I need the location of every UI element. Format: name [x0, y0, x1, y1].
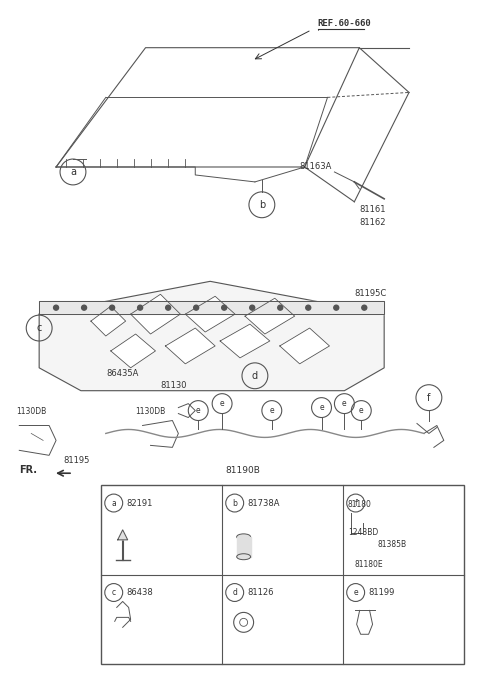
Text: f: f	[354, 498, 357, 508]
Text: 86438: 86438	[127, 588, 154, 597]
Circle shape	[138, 305, 143, 310]
Text: FR.: FR.	[19, 465, 37, 475]
Text: 81180E: 81180E	[355, 560, 384, 569]
Polygon shape	[237, 537, 251, 557]
Text: e: e	[220, 399, 225, 408]
Text: 81162: 81162	[360, 218, 386, 226]
Polygon shape	[280, 328, 329, 364]
Polygon shape	[91, 306, 126, 336]
Polygon shape	[111, 334, 156, 368]
Circle shape	[222, 305, 227, 310]
Text: 81190B: 81190B	[225, 466, 260, 475]
Text: b: b	[232, 498, 237, 508]
Text: e: e	[319, 403, 324, 412]
Text: d: d	[232, 588, 237, 597]
Text: e: e	[196, 406, 201, 415]
Text: 81130: 81130	[160, 381, 187, 389]
Circle shape	[278, 305, 283, 310]
Polygon shape	[39, 301, 384, 314]
Text: c: c	[36, 323, 42, 333]
Circle shape	[166, 305, 170, 310]
Circle shape	[334, 305, 339, 310]
Text: 82191: 82191	[127, 498, 153, 508]
Polygon shape	[245, 298, 295, 334]
Circle shape	[306, 305, 311, 310]
Circle shape	[54, 305, 59, 310]
Ellipse shape	[237, 534, 251, 540]
Polygon shape	[166, 328, 215, 364]
Text: d: d	[252, 370, 258, 381]
Polygon shape	[220, 324, 270, 358]
Text: e: e	[359, 406, 364, 415]
Text: 81195C: 81195C	[354, 289, 386, 298]
Circle shape	[250, 305, 255, 310]
Ellipse shape	[237, 554, 251, 560]
Text: 81738A: 81738A	[248, 498, 280, 508]
Text: a: a	[70, 167, 76, 177]
Text: 1243BD: 1243BD	[348, 528, 378, 537]
Polygon shape	[185, 296, 235, 332]
Text: c: c	[112, 588, 116, 597]
Text: f: f	[427, 393, 431, 403]
Text: REF.60-660: REF.60-660	[318, 19, 372, 28]
Circle shape	[193, 305, 199, 310]
Polygon shape	[118, 530, 128, 540]
Polygon shape	[39, 281, 384, 391]
Text: a: a	[111, 498, 116, 508]
Text: e: e	[353, 588, 358, 597]
Polygon shape	[131, 294, 180, 334]
Text: 1130DB: 1130DB	[16, 406, 47, 416]
Text: 1130DB: 1130DB	[136, 406, 166, 416]
Text: 81385B: 81385B	[378, 539, 407, 549]
Text: e: e	[342, 399, 347, 408]
Circle shape	[109, 305, 115, 310]
Text: 81180: 81180	[348, 500, 372, 509]
Text: e: e	[269, 406, 274, 415]
Text: 81199: 81199	[369, 588, 395, 597]
Text: 81163A: 81163A	[300, 162, 332, 171]
Circle shape	[82, 305, 86, 310]
Text: 81126: 81126	[248, 588, 274, 597]
Text: 81161: 81161	[360, 205, 386, 214]
Text: b: b	[259, 200, 265, 210]
Text: 81195: 81195	[63, 456, 89, 465]
Circle shape	[362, 305, 367, 310]
Text: 86435A: 86435A	[107, 369, 139, 378]
